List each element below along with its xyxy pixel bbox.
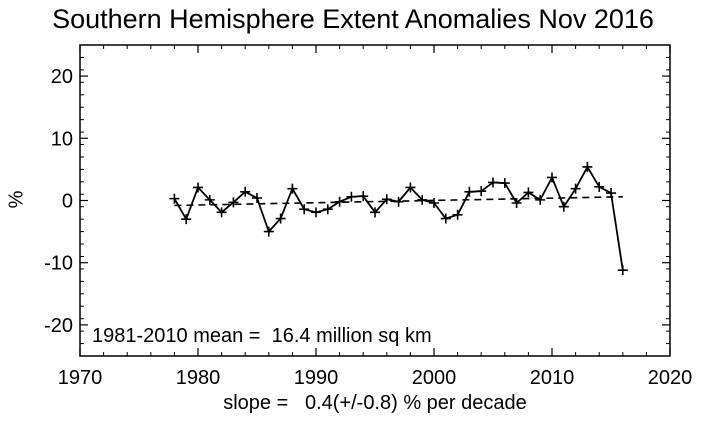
data-point-marker xyxy=(511,197,522,208)
data-point-marker xyxy=(216,207,227,218)
data-point-marker xyxy=(606,188,616,199)
data-point-marker xyxy=(299,204,310,215)
axis-ticks: 1970 1980 1990 2000 2010 2020 -20 -10 0 10 20 xyxy=(44,44,693,389)
data-point-marker xyxy=(594,181,605,192)
data-point-marker xyxy=(334,196,345,207)
series-layer xyxy=(169,161,628,276)
data-point-marker xyxy=(275,213,286,224)
data-point-marker xyxy=(417,194,428,205)
plot-frame xyxy=(79,44,671,357)
data-point-marker xyxy=(181,214,192,225)
data-point-marker xyxy=(370,207,380,218)
data-point-marker xyxy=(570,183,581,194)
data-point-marker xyxy=(193,182,203,193)
trend-line-layer xyxy=(174,195,623,207)
x-tick-label: 1970 xyxy=(58,367,103,389)
data-point-marker xyxy=(558,201,569,212)
y-tick-label: -10 xyxy=(44,253,73,275)
y-tick-label: 20 xyxy=(51,66,73,88)
data-point-marker xyxy=(287,183,298,194)
data-point-marker xyxy=(464,186,475,197)
data-point-marker xyxy=(228,197,239,208)
data-point-marker xyxy=(617,265,628,276)
anomaly-series-line xyxy=(173,166,624,271)
x-tick-label: 2020 xyxy=(648,367,693,389)
x-tick-label: 2010 xyxy=(530,367,575,389)
y-tick-label: -20 xyxy=(44,315,73,337)
data-point-marker xyxy=(582,161,593,172)
x-tick-label: 2000 xyxy=(412,367,457,389)
y-tick-label: 0 xyxy=(62,191,73,213)
data-point-marker xyxy=(252,193,262,204)
data-point-marker xyxy=(240,186,251,197)
data-point-marker xyxy=(322,204,333,215)
chart-title: Southern Hemisphere Extent Anomalies Nov… xyxy=(52,4,654,34)
y-axis-label: % xyxy=(5,190,28,209)
data-point-marker xyxy=(263,226,274,237)
data-point-marker xyxy=(523,187,534,198)
x-axis-label: slope = 0.4(+/-0.8) % per decade xyxy=(223,392,527,414)
data-point-marker xyxy=(499,178,510,189)
data-point-marker xyxy=(405,182,416,193)
data-point-marker xyxy=(311,207,321,218)
data-point-marker xyxy=(346,191,357,202)
y-tick-label: 10 xyxy=(51,128,73,150)
data-point-marker xyxy=(440,213,451,224)
data-point-marker xyxy=(476,186,487,197)
x-tick-label: 1980 xyxy=(176,367,221,389)
x-tick-label: 1990 xyxy=(294,367,339,389)
trend-line xyxy=(174,195,623,207)
data-point-marker xyxy=(204,194,215,205)
data-point-marker xyxy=(452,209,463,220)
data-point-marker xyxy=(488,177,498,188)
data-point-marker xyxy=(358,191,369,202)
data-point-marker xyxy=(429,197,439,208)
data-point-marker xyxy=(393,196,404,207)
data-point-marker xyxy=(547,172,557,183)
data-point-marker xyxy=(535,194,546,205)
mean-annotation: 1981-2010 mean = 16.4 million sq km xyxy=(92,325,432,347)
data-point-marker xyxy=(381,194,392,205)
data-point-marker xyxy=(169,193,180,204)
